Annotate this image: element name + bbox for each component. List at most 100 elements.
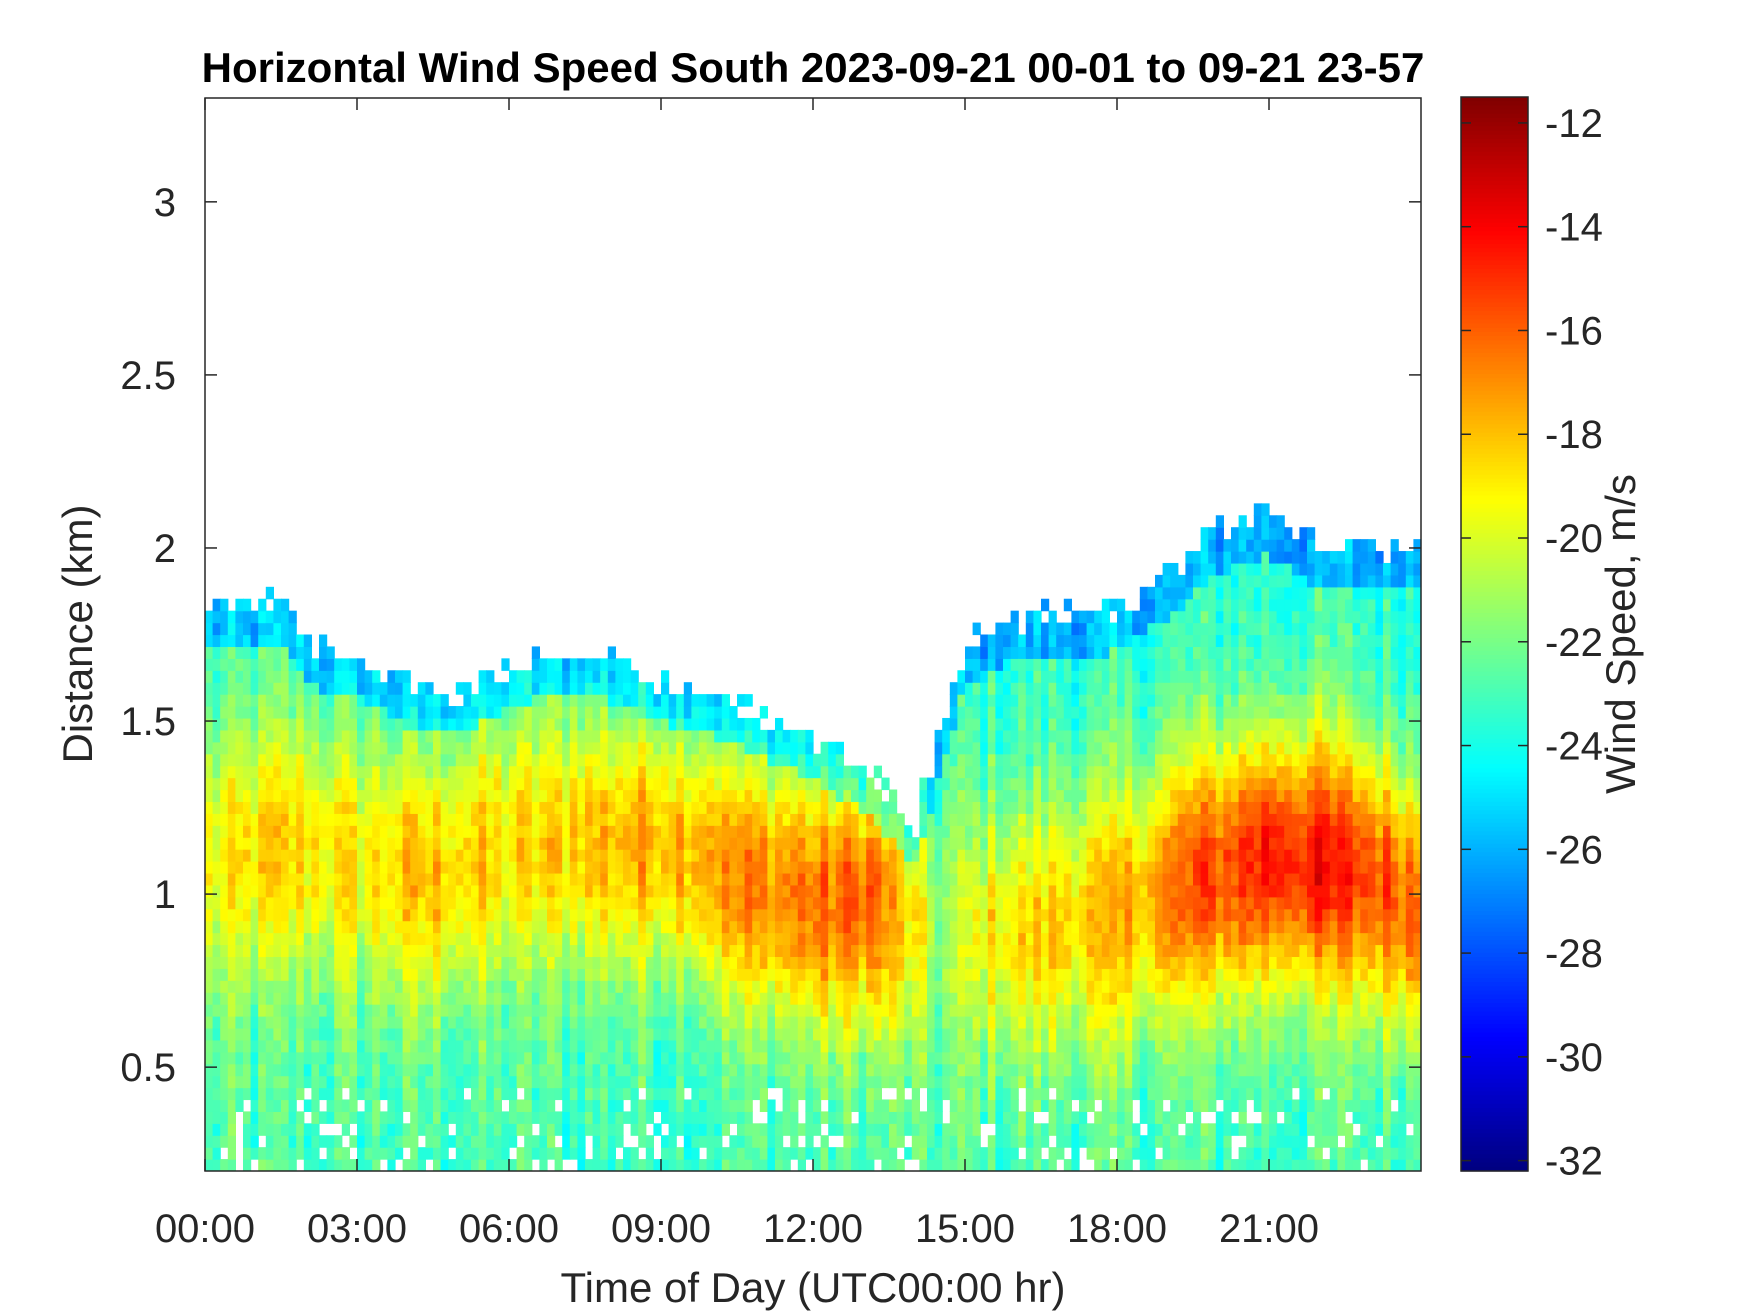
heatmap-cell (273, 622, 282, 636)
heatmap-cell (820, 1027, 829, 1041)
heatmap-cell (729, 920, 738, 934)
heatmap-cell (531, 849, 540, 862)
heatmap-cell (334, 682, 343, 695)
heatmap-cell (615, 682, 624, 695)
heatmap-cell (501, 1051, 510, 1065)
heatmap-cell (873, 1051, 882, 1065)
heatmap-cell (623, 944, 632, 957)
heatmap-cell (585, 813, 594, 826)
heatmap-cell (516, 849, 525, 862)
heatmap-cell (904, 1075, 913, 1089)
heatmap-cell (524, 968, 533, 981)
heatmap-cell (516, 1039, 525, 1053)
heatmap-cell (493, 801, 502, 814)
heatmap-cell (326, 932, 335, 946)
heatmap-cell (326, 1135, 335, 1148)
heatmap-cell (410, 694, 419, 707)
heatmap-cell (797, 1147, 806, 1160)
heatmap-cell (775, 944, 784, 957)
heatmap-cell (387, 956, 396, 969)
heatmap-cell (303, 670, 312, 683)
heatmap-cell (311, 920, 320, 934)
heatmap-cell (676, 956, 685, 969)
heatmap-cell (843, 980, 852, 993)
heatmap-cell (433, 908, 442, 922)
heatmap-cell (1010, 968, 1019, 981)
heatmap-cell (379, 1051, 388, 1065)
heatmap-cell (615, 861, 624, 874)
heatmap-cell (448, 753, 457, 767)
heatmap-cell (501, 896, 510, 910)
heatmap-cell (243, 1123, 252, 1136)
heatmap-cell (577, 1147, 586, 1160)
heatmap-cell (1041, 849, 1050, 862)
heatmap-cell (737, 896, 746, 910)
heatmap-cell (881, 944, 890, 957)
heatmap-cell (395, 1063, 404, 1077)
heatmap-cell (326, 765, 335, 779)
heatmap-cell (372, 837, 381, 850)
heatmap-cell (592, 777, 601, 791)
heatmap-cell (433, 1147, 442, 1160)
heatmap-cell (478, 1051, 487, 1065)
heatmap-cell (311, 1087, 320, 1101)
heatmap-cell (569, 849, 578, 862)
heatmap-cell (1101, 872, 1110, 886)
heatmap-cell (1063, 1063, 1072, 1077)
heatmap-cell (326, 1016, 335, 1029)
heatmap-cell (364, 849, 373, 862)
heatmap-cell (699, 789, 708, 803)
heatmap-cell (752, 741, 761, 755)
heatmap-cell (972, 670, 981, 683)
heatmap-cell (737, 908, 746, 922)
heatmap-cell (759, 825, 768, 838)
heatmap-cell (1041, 1027, 1050, 1041)
heatmap-cell (980, 682, 989, 695)
heatmap-cell (258, 1159, 267, 1171)
heatmap-cell (387, 908, 396, 922)
heatmap-cell (615, 765, 624, 779)
heatmap-cell (349, 1135, 358, 1148)
heatmap-cell (212, 884, 221, 898)
heatmap-cell (600, 920, 609, 934)
heatmap-cell (303, 1135, 312, 1148)
heatmap-cell (243, 706, 252, 719)
heatmap-cell (486, 789, 495, 803)
heatmap-cell (759, 1016, 768, 1029)
heatmap-cell (661, 1147, 670, 1160)
heatmap-cell (311, 944, 320, 957)
heatmap-cell (288, 765, 297, 779)
heatmap-cell (509, 1075, 518, 1089)
heatmap-cell (509, 741, 518, 755)
heatmap-cell (364, 980, 373, 993)
heatmap-cell (927, 884, 936, 898)
heatmap-cell (683, 837, 692, 850)
heatmap-cell (1010, 944, 1019, 957)
heatmap-cell (303, 646, 312, 659)
heatmap-cell (980, 777, 989, 791)
heatmap-cell (957, 813, 966, 826)
heatmap-cell (296, 753, 305, 767)
heatmap-cell (296, 729, 305, 743)
heatmap-cell (235, 849, 244, 862)
heatmap-cell (417, 777, 426, 791)
heatmap-cell (524, 1123, 533, 1136)
heatmap-cell (501, 1039, 510, 1053)
heatmap-cell (243, 849, 252, 862)
heatmap-cell (607, 908, 616, 922)
heatmap-cell (220, 753, 229, 767)
heatmap-cell (714, 765, 723, 779)
heatmap-cell (1041, 1016, 1050, 1029)
heatmap-cell (782, 908, 791, 922)
heatmap-cell (547, 1099, 556, 1112)
heatmap-cell (303, 872, 312, 886)
heatmap-cell (516, 1147, 525, 1160)
heatmap-cell (1025, 717, 1034, 731)
heatmap-cell (851, 1159, 860, 1171)
heatmap-cell (524, 1027, 533, 1041)
heatmap-cell (866, 1004, 875, 1017)
heatmap-cell (509, 1016, 518, 1029)
heatmap-cell (531, 968, 540, 981)
heatmap-cell (987, 980, 996, 993)
heatmap-cell (296, 1027, 305, 1041)
